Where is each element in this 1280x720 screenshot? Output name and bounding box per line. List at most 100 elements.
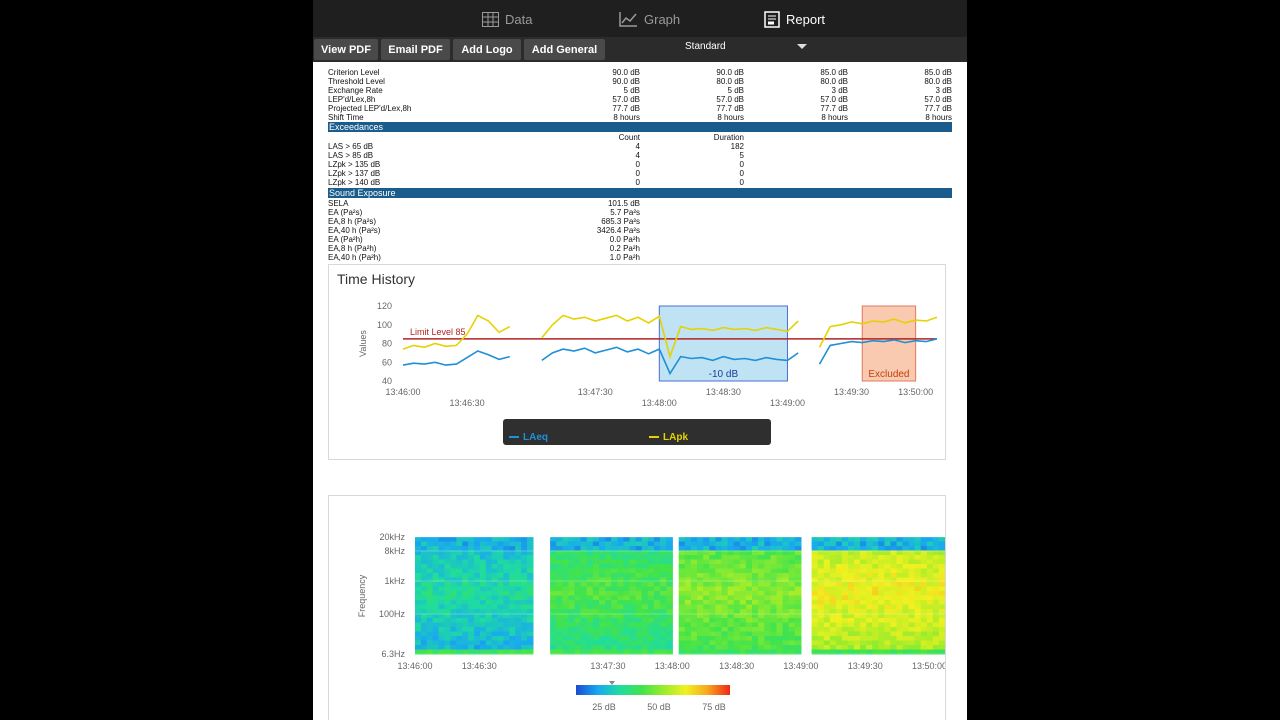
heat-cell	[415, 546, 422, 552]
heat-cell	[568, 550, 576, 556]
standard-select[interactable]: Standard	[609, 37, 815, 62]
heat-cell	[932, 622, 940, 628]
heat-cell	[709, 537, 716, 543]
heat-cell	[462, 591, 469, 597]
heat-cell	[556, 631, 563, 637]
heat-cell	[479, 609, 487, 615]
heat-cell	[794, 564, 802, 570]
heat-cell	[733, 577, 741, 583]
heat-cell	[420, 564, 428, 570]
row-value: 90.0 dB	[716, 68, 744, 77]
heat-cell	[574, 577, 582, 583]
heat-cell	[605, 595, 612, 601]
heat-cell	[666, 640, 673, 646]
heat-cell	[592, 577, 600, 583]
heat-cell	[860, 582, 867, 588]
heat-cell	[758, 622, 765, 628]
heat-cell	[653, 622, 661, 628]
heat-cell	[456, 568, 463, 574]
heat-cell	[890, 568, 898, 574]
heat-cell	[629, 613, 637, 619]
heat-cell	[878, 568, 885, 574]
heat-cell	[497, 595, 504, 601]
heat-cell	[432, 564, 440, 570]
row-value: 3 dB	[831, 86, 848, 95]
heat-cell	[878, 586, 885, 592]
heat-cell	[902, 649, 910, 655]
heat-cell	[794, 541, 802, 547]
heat-cell	[884, 613, 891, 619]
heat-cell	[641, 550, 649, 556]
heat-cell	[739, 577, 747, 583]
heat-cell	[420, 546, 428, 552]
heat-cell	[684, 649, 692, 655]
view-pdf-button[interactable]: View PDF	[314, 39, 378, 60]
heat-cell	[764, 591, 771, 597]
heat-cell	[794, 609, 802, 615]
tab-data[interactable]: Data	[482, 8, 532, 30]
heat-cell	[932, 555, 940, 561]
add-logo-button[interactable]: Add Logo	[453, 39, 521, 60]
heat-cell	[758, 613, 765, 619]
heat-cell	[841, 622, 849, 628]
heat-cell	[684, 636, 692, 642]
heat-cell	[509, 550, 516, 556]
heat-cell	[586, 541, 594, 547]
heat-cell	[666, 609, 673, 615]
heat-cell	[854, 546, 861, 552]
heat-cell	[580, 586, 588, 592]
heat-cell	[697, 564, 704, 570]
heat-cell	[764, 568, 771, 574]
heat-cell	[485, 613, 493, 619]
heat-cell	[666, 546, 673, 552]
heat-cell	[568, 622, 576, 628]
heat-cell	[811, 586, 819, 592]
heat-cell	[556, 609, 563, 615]
heat-cell	[653, 577, 661, 583]
heat-cell	[568, 649, 576, 655]
spectrogram-chart[interactable]: 20kHz8kHz1kHz100Hz6.3HzFrequency13:46:00…	[329, 496, 945, 720]
email-pdf-button[interactable]: Email PDF	[381, 39, 450, 60]
heat-cell	[878, 591, 885, 597]
tab-graph[interactable]: Graph	[619, 8, 680, 30]
heat-cell	[835, 573, 843, 579]
heat-cell	[586, 631, 594, 637]
tab-report[interactable]: Report	[764, 8, 825, 30]
heat-cell	[599, 568, 606, 574]
report-row: Threshold Level 90.0 dB 80.0 dB 80.0 dB …	[328, 77, 952, 86]
add-general-button[interactable]: Add General	[524, 39, 605, 60]
heat-cell	[611, 564, 618, 570]
heat-cell	[605, 546, 612, 552]
count-value: 0	[635, 178, 640, 187]
heat-cell	[739, 636, 747, 642]
heat-cell	[592, 636, 600, 642]
heat-cell	[854, 627, 861, 633]
heat-cell	[745, 555, 753, 561]
heat-cell	[660, 631, 667, 637]
x-tick-label: 13:46:00	[385, 387, 420, 397]
heat-cell	[641, 604, 649, 610]
heat-cell	[556, 555, 563, 561]
heat-cell	[491, 546, 499, 552]
heat-cell	[745, 568, 753, 574]
heat-cell	[715, 636, 723, 642]
heat-cell	[509, 609, 516, 615]
heat-cell	[829, 541, 837, 547]
heat-cell	[860, 604, 867, 610]
heat-cell	[920, 577, 928, 583]
heat-cell	[835, 546, 843, 552]
heat-cell	[709, 600, 716, 606]
heat-cell	[690, 586, 698, 592]
heat-cell	[456, 582, 463, 588]
heat-cell	[438, 582, 446, 588]
heat-cell	[415, 586, 422, 592]
heat-cell	[739, 591, 747, 597]
heat-cell	[515, 577, 522, 583]
heat-cell	[678, 622, 686, 628]
heat-cell	[884, 618, 891, 624]
heat-cell	[835, 586, 843, 592]
heat-cell	[468, 582, 475, 588]
heat-cell	[908, 613, 916, 619]
heat-cell	[415, 568, 422, 574]
